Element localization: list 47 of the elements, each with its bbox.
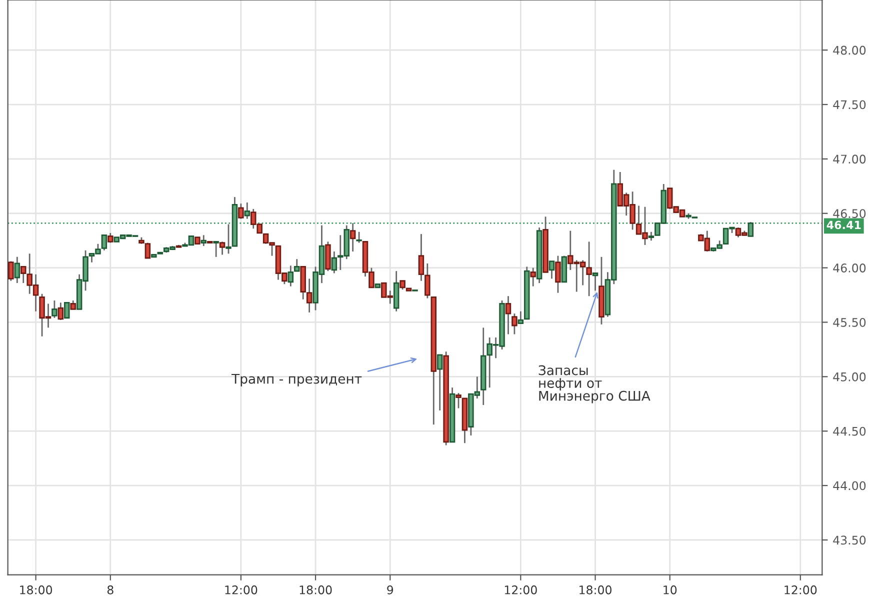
annotation: Запасы нефти от Минэнерго США [538, 365, 650, 404]
candlestick [200, 234, 207, 247]
y-tick-label: 46.00 [833, 264, 866, 272]
candlestick [436, 354, 443, 412]
candlestick [64, 302, 70, 319]
candlestick [325, 240, 331, 272]
y-tick-label: 45.00 [833, 372, 866, 382]
y-tick-label: 47.50 [833, 100, 866, 110]
candlestick [505, 295, 512, 335]
candlestick [748, 221, 754, 237]
x-tick-label: 9 [387, 585, 394, 594]
candlestick [8, 260, 14, 282]
candlestick [530, 267, 536, 288]
candlestick [108, 232, 114, 244]
candlestick [350, 222, 356, 252]
candlestick [592, 272, 598, 292]
candlestick [331, 250, 338, 274]
candlestick [219, 240, 226, 256]
candlestick [555, 255, 561, 294]
candlestick [52, 300, 58, 319]
candlestick [356, 231, 362, 244]
x-tick-label: 12:00 [504, 585, 537, 594]
candlestick [213, 240, 219, 258]
y-tick-label: 44.50 [833, 426, 866, 436]
candlestick [548, 260, 555, 280]
x-tick-label: 12:00 [784, 585, 817, 594]
candlestick [512, 312, 518, 335]
x-tick-label: 12:00 [225, 585, 258, 594]
x-tick-label: 18:00 [20, 585, 52, 594]
y-tick-label: 43.50 [833, 536, 866, 545]
y-tick-label: 48.00 [833, 46, 866, 55]
x-tick-label: 18:00 [300, 585, 332, 594]
x-tick-label: 10 [664, 585, 677, 594]
ref-line-label: 46.41 [826, 220, 861, 230]
candlestick [244, 202, 250, 220]
y-tick-label: 45.50 [833, 318, 866, 327]
x-tick-label: 18:00 [580, 585, 612, 594]
candlestick [226, 224, 232, 254]
candlestick [518, 310, 524, 324]
candlestick [238, 202, 244, 220]
y-tick-label: 44.00 [833, 481, 866, 490]
candlestick [14, 256, 20, 284]
annotation: Трамп - президент [232, 374, 362, 386]
candlestick [58, 302, 64, 321]
x-tick-label: 8 [107, 585, 114, 594]
y-tick-label: 46.50 [833, 209, 866, 218]
y-tick-label: 47.00 [833, 154, 866, 164]
